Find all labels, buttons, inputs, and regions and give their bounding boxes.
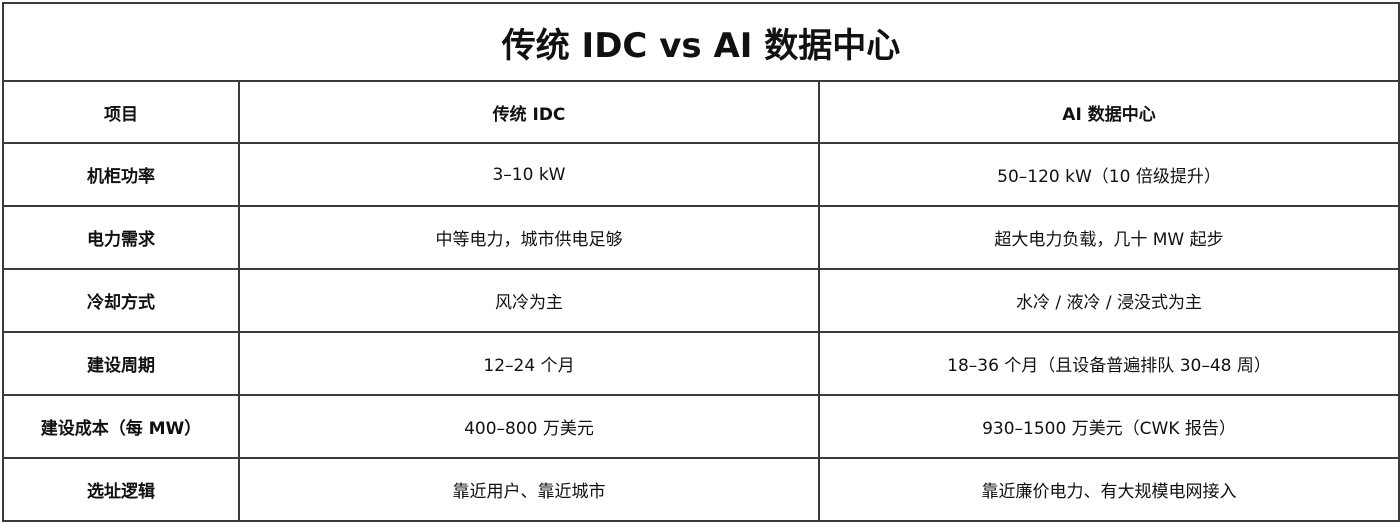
- ai-datacenter-cell: 水冷 / 液冷 / 浸没式为主: [818, 268, 1400, 333]
- ai-datacenter-cell: 930–1500 万美元（CWK 报告）: [818, 394, 1400, 459]
- row-label: 冷却方式: [2, 268, 240, 333]
- header-traditional-idc: 传统 IDC: [238, 80, 820, 144]
- traditional-idc-cell: 中等电力，城市供电足够: [238, 205, 820, 270]
- traditional-idc-cell: 风冷为主: [238, 268, 820, 333]
- row-label: 电力需求: [2, 205, 240, 270]
- table-row: 选址逻辑 靠近用户、靠近城市 靠近廉价电力、有大规模电网接入: [2, 457, 1400, 522]
- traditional-idc-cell: 12–24 个月: [238, 331, 820, 396]
- ai-datacenter-cell: 50–120 kW（10 倍级提升）: [818, 142, 1400, 207]
- table-title: 传统 IDC vs AI 数据中心: [2, 2, 1400, 82]
- ai-datacenter-cell: 18–36 个月（且设备普遍排队 30–48 周）: [818, 331, 1400, 396]
- ai-datacenter-cell: 超大电力负载，几十 MW 起步: [818, 205, 1400, 270]
- header-item: 项目: [2, 80, 240, 144]
- row-label: 选址逻辑: [2, 457, 240, 522]
- table-row: 建设周期 12–24 个月 18–36 个月（且设备普遍排队 30–48 周）: [2, 331, 1400, 396]
- table-row: 冷却方式 风冷为主 水冷 / 液冷 / 浸没式为主: [2, 268, 1400, 333]
- traditional-idc-cell: 400–800 万美元: [238, 394, 820, 459]
- row-label: 建设成本（每 MW）: [2, 394, 240, 459]
- ai-datacenter-cell: 靠近廉价电力、有大规模电网接入: [818, 457, 1400, 522]
- table-row: 电力需求 中等电力，城市供电足够 超大电力负载，几十 MW 起步: [2, 205, 1400, 270]
- table-row: 建设成本（每 MW） 400–800 万美元 930–1500 万美元（CWK 报告…: [2, 394, 1400, 459]
- row-label: 建设周期: [2, 331, 240, 396]
- traditional-idc-cell: 靠近用户、靠近城市: [238, 457, 820, 522]
- header-ai-datacenter: AI 数据中心: [818, 80, 1400, 144]
- row-label: 机柜功率: [2, 142, 240, 207]
- traditional-idc-cell: 3–10 kW: [238, 142, 820, 207]
- table-body: 机柜功率 3–10 kW 50–120 kW（10 倍级提升） 电力需求 中等电力，城市…: [2, 142, 1400, 522]
- table-row: 机柜功率 3–10 kW 50–120 kW（10 倍级提升）: [2, 142, 1400, 207]
